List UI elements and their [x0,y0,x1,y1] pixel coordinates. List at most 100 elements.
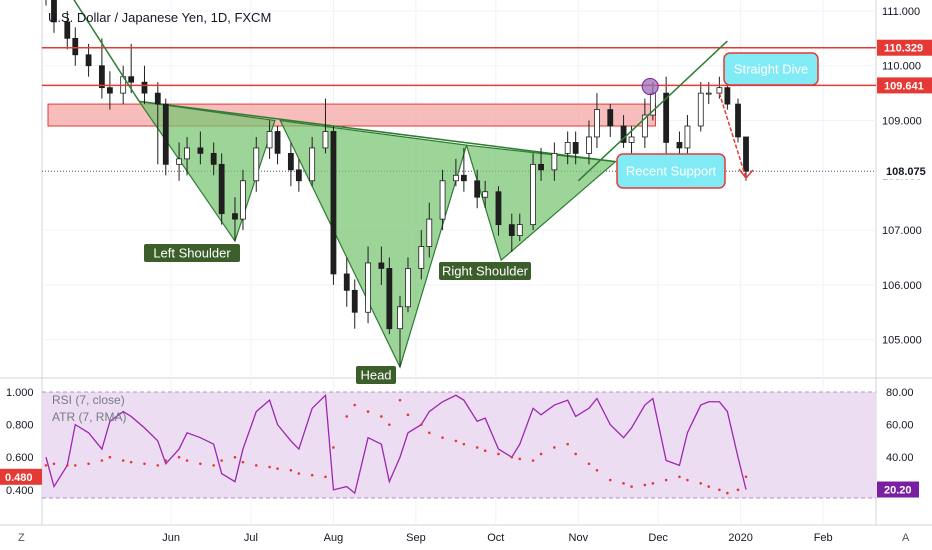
rsi-value-label: 20.20 [884,485,912,497]
supply-zone-rect [47,103,657,127]
atr-dot [497,452,500,456]
resistance-price-tag [877,39,932,56]
candle-body [426,218,433,247]
candle [620,115,627,148]
atr-dot [143,462,146,466]
candle-body [330,131,337,275]
candle [724,82,731,110]
candle-body [716,87,723,94]
zoom-reset-button[interactable]: Z [18,532,25,544]
candle-body [322,131,329,149]
candle-body [474,180,481,198]
atr-dot [241,460,245,464]
atr-dot [297,472,301,475]
candle [474,169,481,209]
candle-body [460,174,467,182]
candle-body [538,163,544,171]
atr-dot [52,462,56,466]
atr-dot [454,439,458,443]
atr-dot [630,485,633,488]
atr-dot [587,462,591,466]
atr-dot [483,449,487,453]
atr-dot [622,482,625,485]
atr-tick-label: 0.800 [6,420,34,432]
time-axis[interactable]: Jun Jul Aug Sep Oct Nov Dec 2020 Feb [162,532,832,544]
resistance-price-tag [877,77,932,94]
straight-dive-label-box [723,52,819,86]
atr-dot [744,475,748,479]
candle [240,169,246,231]
candle-body [452,174,459,182]
candle [309,136,316,187]
atr-dot [276,467,279,470]
candle [564,131,571,165]
atr-dot [643,483,647,487]
candle-body [439,180,446,220]
candle-body [641,114,648,138]
atr-dot [462,442,466,446]
candle-body [253,147,260,182]
candle-body [418,246,425,269]
candle-body [51,0,57,23]
candle-body [482,191,489,198]
candle [218,153,225,225]
time-tick-label: Oct [487,532,504,544]
candle [386,257,393,335]
candle-body [232,213,238,220]
atr-dot [707,485,711,488]
candle-body [397,306,403,330]
candle [295,158,302,192]
rsi-line [45,393,747,495]
candle-body [266,131,273,149]
candle-body [106,87,113,94]
candle [162,98,169,176]
chart-title: U.S. Dollar / Japanese Yen, 1D, FXCM [48,10,271,25]
candle [351,279,358,329]
atr-dot [419,423,423,426]
price-tick-label: 109.000 [882,116,922,128]
candle-body [240,180,246,220]
candle-body [386,268,393,330]
candle [232,197,238,242]
price-tick-label: 105.000 [882,335,922,347]
candle-body [495,191,502,226]
time-tick-label: Jul [244,532,258,544]
atr-tick-label: 0.600 [6,452,34,464]
head-label: Head [360,368,391,383]
atr-dot [678,475,681,479]
right-shoulder-label-box [439,262,531,280]
left-shoulder-label: Left Shoulder [153,246,231,261]
candle [735,98,741,143]
candle [330,126,337,285]
candle [184,136,190,176]
atr-dot [353,403,357,407]
straight-dive-label: Straight Dive [734,62,808,77]
candle-body [351,289,358,313]
resistance-price-label: 109.641 [884,80,924,92]
atr-dot [664,478,668,482]
price-tick-label: 111.000 [882,6,920,18]
candle [530,153,536,231]
atr-dot [651,482,655,485]
atr-dot [310,473,314,477]
candle [154,82,161,165]
candle [697,82,704,132]
atr-dot [164,459,168,462]
price-axis[interactable]: 111.000110.000109.000108.000107.000106.0… [877,6,932,347]
candle [253,136,260,192]
auto-scale-button[interactable]: A [902,532,910,544]
atr-dot [212,464,215,467]
candle [51,0,57,33]
candle [572,131,579,165]
candle-body [516,224,523,236]
price-tick-label: 106.000 [882,280,922,292]
head-label-box [356,366,396,384]
candle [72,27,79,66]
atr-tick-label: 1.000 [6,387,34,399]
candle-body [184,147,190,160]
atr-dot [553,446,556,449]
candle [516,213,523,242]
atr-dot [398,398,402,402]
candle [482,180,489,209]
candle-body [724,87,731,105]
